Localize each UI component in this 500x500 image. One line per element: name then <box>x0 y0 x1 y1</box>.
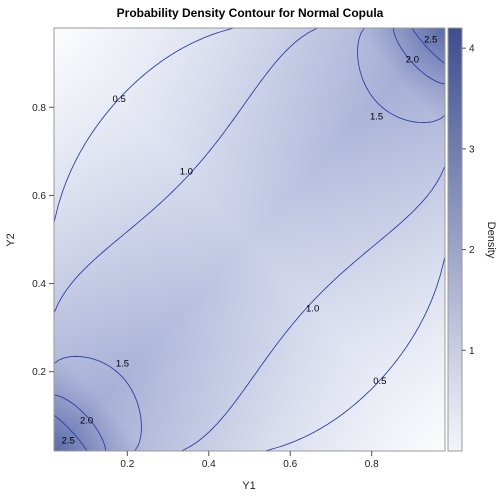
contour-labels: 0.5 1.0 1.5 2.0 2.5 0.5 1.0 1.5 2.0 2.5 <box>62 35 438 447</box>
contour-lines <box>54 28 445 451</box>
contour-line-1 <box>54 28 445 451</box>
contour-label: 2.5 <box>424 35 437 46</box>
contour-label: 1.5 <box>116 358 129 369</box>
contour-line-1-5 <box>54 28 445 451</box>
colorbar-ramp <box>447 27 463 452</box>
chart-title: Probability Density Contour for Normal C… <box>117 6 384 20</box>
x-axis-label: Y1 <box>242 480 255 492</box>
contour-label: 0.5 <box>113 94 126 105</box>
colorbar: 1 2 3 4 Density <box>447 27 497 452</box>
x-axis: 0.2 0.4 0.6 0.8 <box>120 451 379 470</box>
colorbar-tick-label: 1 <box>469 346 475 357</box>
colorbar-ticks: 1 2 3 4 <box>462 44 475 357</box>
y-tick-label: 0.2 <box>32 367 46 378</box>
x-tick-label: 0.2 <box>120 459 134 470</box>
colorbar-tick-label: 3 <box>469 144 475 155</box>
plot-frame <box>53 27 446 452</box>
colorbar-tick-label: 2 <box>469 245 475 256</box>
contour-label: 2.0 <box>406 54 419 65</box>
colorbar-label: Density <box>485 222 497 259</box>
density-fill-overlay <box>54 28 445 451</box>
plot-area: 0.5 1.0 1.5 2.0 2.5 0.5 1.0 1.5 2.0 2.5 <box>54 28 445 451</box>
contour-label: 2.0 <box>80 416 93 427</box>
contour-line-2 <box>54 28 445 451</box>
contour-label: 1.0 <box>180 167 193 178</box>
contour-label: 1.5 <box>370 112 383 123</box>
contour-label: 2.5 <box>62 435 75 446</box>
x-tick-label: 0.8 <box>365 459 379 470</box>
contour-line-2-5 <box>54 28 445 451</box>
y-axis: 0.2 0.4 0.6 0.8 <box>32 103 54 378</box>
contour-label: 0.5 <box>373 376 386 387</box>
y-tick-label: 0.8 <box>32 103 46 114</box>
x-tick-label: 0.6 <box>283 459 297 470</box>
y-tick-label: 0.6 <box>32 191 46 202</box>
colorbar-tick-label: 4 <box>469 44 475 55</box>
y-axis-label: Y2 <box>5 233 17 246</box>
x-tick-label: 0.4 <box>202 459 216 470</box>
contour-label: 1.0 <box>306 303 319 314</box>
y-tick-label: 0.4 <box>32 279 46 290</box>
